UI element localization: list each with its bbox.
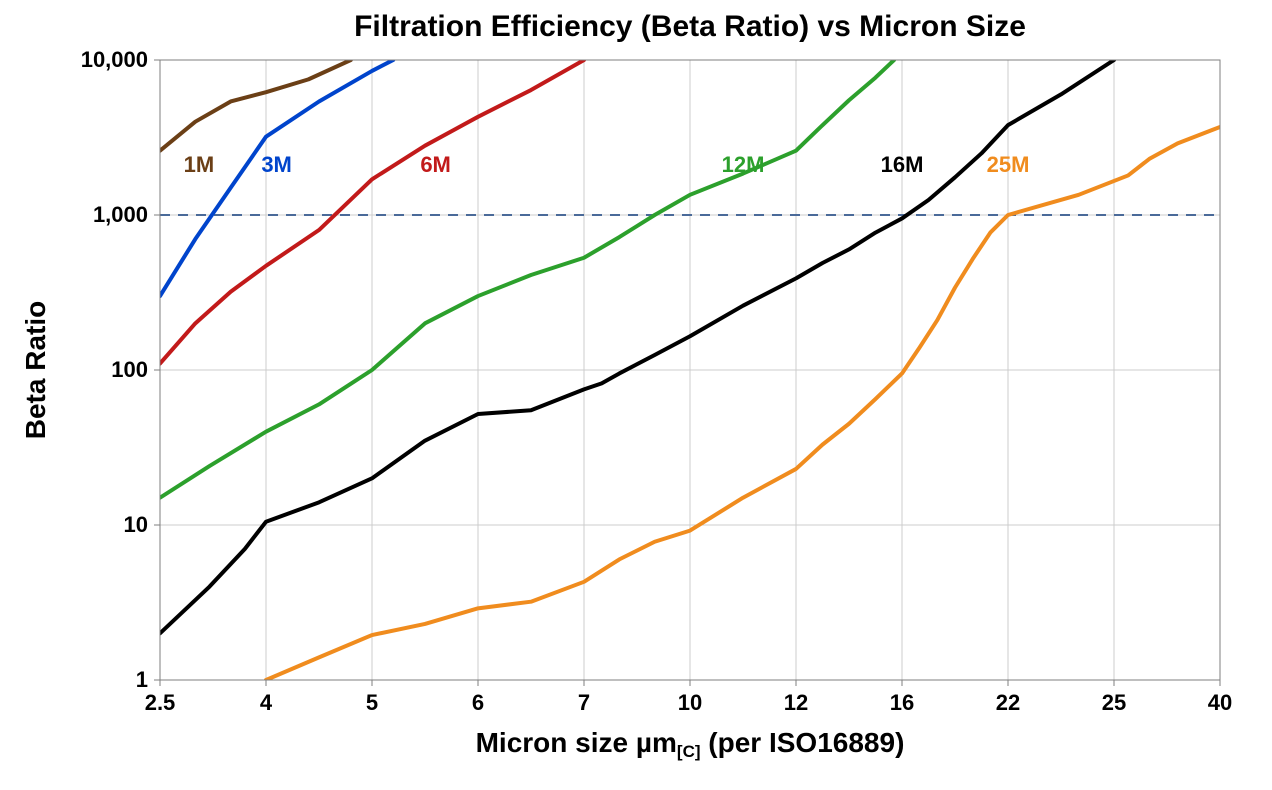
series-label-16M: 16M	[881, 152, 924, 177]
y-tick-label: 10,000	[81, 47, 148, 72]
x-tick-label: 4	[260, 690, 273, 715]
x-tick-label: 12	[784, 690, 808, 715]
x-tick-label: 6	[472, 690, 484, 715]
x-tick-label: 10	[678, 690, 702, 715]
y-tick-label: 1	[136, 667, 148, 692]
series-label-6M: 6M	[420, 152, 451, 177]
series-label-25M: 25M	[987, 152, 1030, 177]
x-tick-label: 7	[578, 690, 590, 715]
x-tick-label: 40	[1208, 690, 1232, 715]
series-label-1M: 1M	[184, 152, 215, 177]
y-tick-label: 100	[111, 357, 148, 382]
series-label-12M: 12M	[722, 152, 765, 177]
x-tick-label: 5	[366, 690, 378, 715]
x-tick-label: 22	[996, 690, 1020, 715]
y-axis-label: Beta Ratio	[20, 301, 51, 439]
chart-svg: 1M 3M 6M 12M 16M 25M 2.5 4 5 6 7 10 12 16 22 25 40 1 10 100…	[0, 0, 1272, 790]
series-label-3M: 3M	[261, 152, 292, 177]
chart-container: 1M 3M 6M 12M 16M 25M 2.5 4 5 6 7 10 12 16 22 25 40 1 10 100…	[0, 0, 1272, 790]
chart-title: Filtration Efficiency (Beta Ratio) vs Mi…	[354, 10, 1026, 43]
x-tick-label: 16	[890, 690, 914, 715]
y-tick-label: 10	[124, 512, 148, 537]
y-tick-label: 1,000	[93, 202, 148, 227]
x-tick-label: 2.5	[145, 690, 176, 715]
x-tick-label: 25	[1102, 690, 1126, 715]
